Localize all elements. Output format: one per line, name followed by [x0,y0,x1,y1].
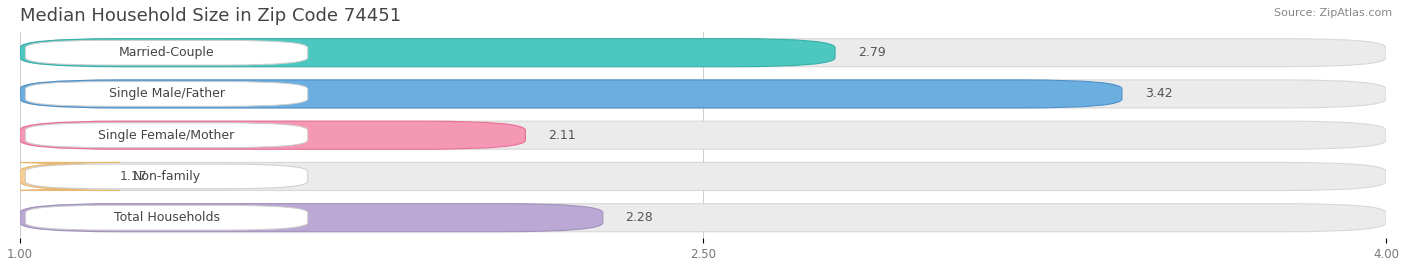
Text: Single Female/Mother: Single Female/Mother [98,129,235,142]
Text: 2.28: 2.28 [626,211,654,224]
FancyBboxPatch shape [20,204,1386,232]
Text: 2.11: 2.11 [548,129,576,142]
FancyBboxPatch shape [0,162,120,191]
FancyBboxPatch shape [25,205,308,230]
Text: Median Household Size in Zip Code 74451: Median Household Size in Zip Code 74451 [20,7,401,25]
Text: Single Male/Father: Single Male/Father [108,87,225,100]
FancyBboxPatch shape [20,121,1386,149]
FancyBboxPatch shape [20,121,526,149]
Text: Married-Couple: Married-Couple [118,46,214,59]
Text: Total Households: Total Households [114,211,219,224]
FancyBboxPatch shape [20,80,1386,108]
FancyBboxPatch shape [20,39,1386,67]
Text: 2.79: 2.79 [858,46,886,59]
FancyBboxPatch shape [20,162,1386,191]
FancyBboxPatch shape [25,40,308,65]
FancyBboxPatch shape [25,123,308,148]
Text: 1.17: 1.17 [120,170,148,183]
FancyBboxPatch shape [20,80,1122,108]
FancyBboxPatch shape [25,164,308,189]
Text: Non-family: Non-family [132,170,201,183]
FancyBboxPatch shape [25,81,308,106]
Text: Source: ZipAtlas.com: Source: ZipAtlas.com [1274,8,1392,18]
Text: 3.42: 3.42 [1144,87,1173,100]
FancyBboxPatch shape [20,39,835,67]
FancyBboxPatch shape [20,204,603,232]
